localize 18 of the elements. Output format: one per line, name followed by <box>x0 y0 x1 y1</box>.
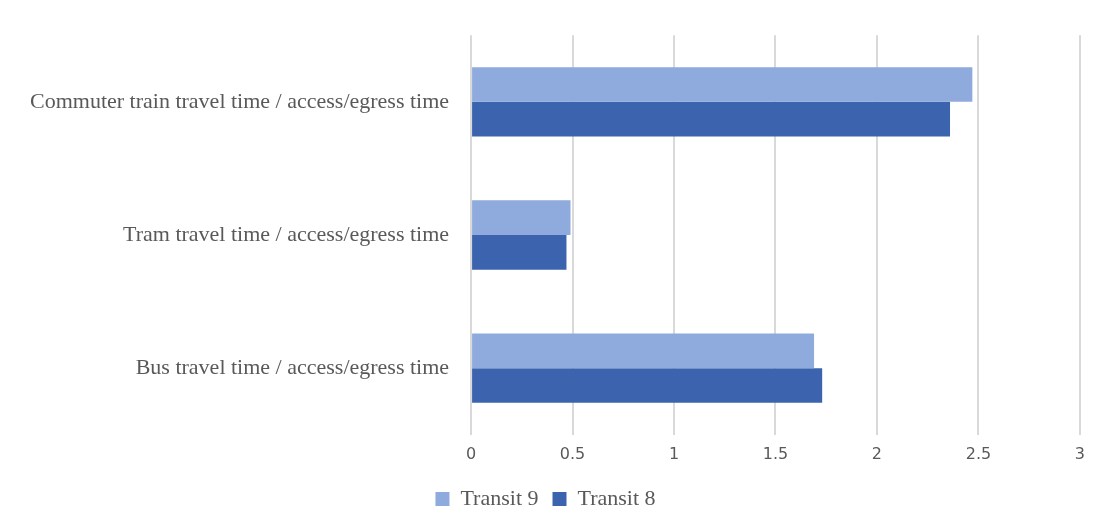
x-tick-label: 0 <box>465 443 477 463</box>
legend-label: Transit 9 <box>460 484 539 510</box>
x-tick-label: 2 <box>871 443 883 463</box>
x-tick-label: 1.5 <box>762 443 789 463</box>
y-tick-label: Commuter train travel time / access/egress time <box>29 87 450 113</box>
bar <box>472 235 567 270</box>
x-tick-label: 2.5 <box>965 443 992 463</box>
x-tick-label: 3 <box>1074 443 1085 463</box>
y-tick-label: Tram travel time / access/egress time <box>123 220 450 246</box>
bar <box>472 101 951 137</box>
bar <box>472 200 571 235</box>
bar <box>472 368 823 403</box>
legend-label: Transit 8 <box>577 484 656 510</box>
x-tick-label: 0.5 <box>559 443 586 463</box>
bar <box>472 333 815 369</box>
bar <box>472 67 973 102</box>
y-tick-label: Bus travel time / access/egress time <box>135 353 450 379</box>
x-tick-label: 1 <box>668 443 680 463</box>
